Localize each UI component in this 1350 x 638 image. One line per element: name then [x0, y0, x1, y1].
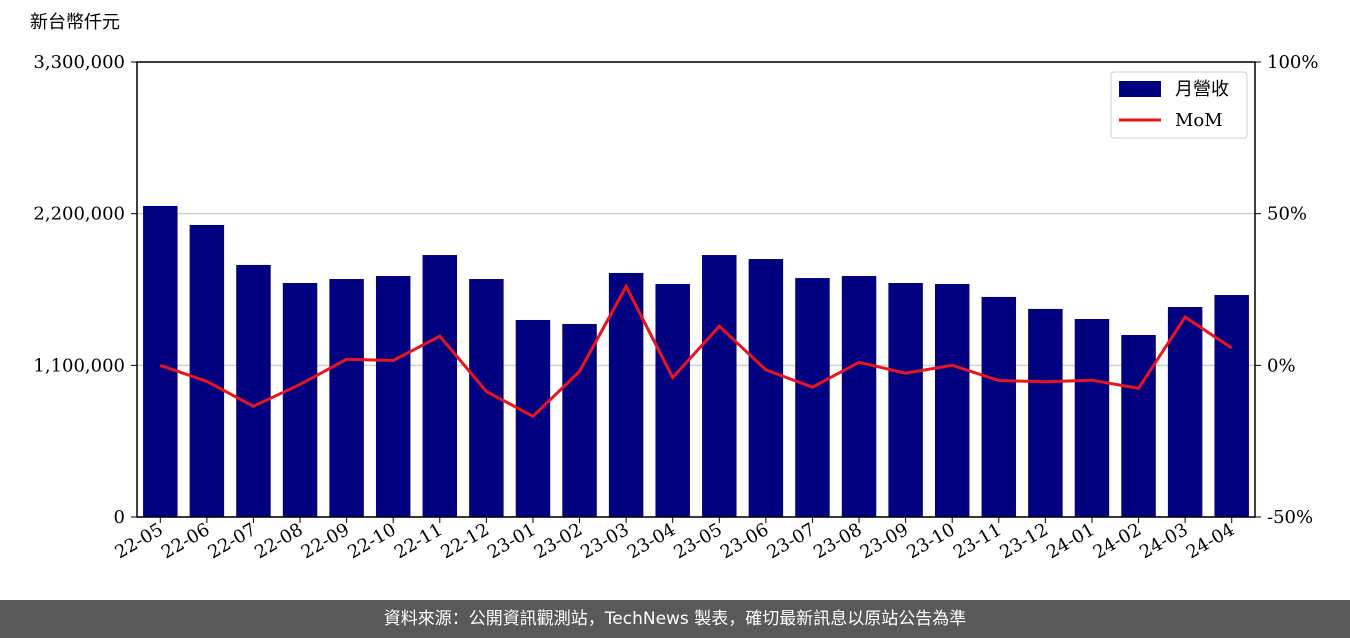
- bar: [841, 275, 877, 517]
- x-tick-label: 23-11: [950, 519, 1005, 563]
- y-tick-label: 0: [114, 507, 125, 528]
- line: [159, 283, 1233, 419]
- bar: [422, 255, 458, 517]
- x-tick-label: 23-01: [484, 519, 539, 563]
- bar: [1121, 335, 1156, 517]
- bar: [189, 224, 225, 518]
- x-tick-label: 23-08: [810, 519, 865, 563]
- bar: [143, 205, 178, 518]
- bar: [282, 283, 318, 517]
- bar: [888, 283, 923, 517]
- bar: [795, 278, 830, 517]
- bar: [562, 323, 597, 517]
- x-tick-label: 23-07: [764, 519, 819, 563]
- y2-tick-label: 100%: [1267, 52, 1318, 73]
- bar: [608, 272, 644, 517]
- bar: [1074, 319, 1110, 517]
- legend-swatch: [1119, 81, 1161, 97]
- x-tick-label: 24-02: [1090, 519, 1145, 563]
- y2-tick-label: -50%: [1267, 507, 1313, 528]
- legend-label: 月營收: [1175, 79, 1229, 100]
- plot-frame: [136, 61, 1256, 518]
- bar: [1214, 295, 1249, 517]
- bar: [981, 296, 1017, 517]
- x-tick-label: 23-10: [903, 519, 958, 563]
- chart: 新台幣仟元 0 1,100,000 2,200,000 3,300,000 -50% 0%…: [30, 12, 1318, 563]
- x-tick-label: 22-06: [158, 519, 213, 563]
- bar: [748, 259, 784, 517]
- x-tick-label: 23-02: [531, 519, 586, 563]
- x-tick-label: 22-08: [251, 519, 306, 563]
- y-tick-label: 3,300,000: [33, 52, 125, 73]
- y-tick-label: 2,200,000: [33, 204, 125, 225]
- x-tick-label: 24-01: [1043, 519, 1098, 563]
- bar: [515, 319, 551, 517]
- x-tick-label: 22-07: [205, 519, 260, 563]
- x-tick-label: 22-12: [437, 519, 492, 563]
- bar: [329, 279, 364, 517]
- bar: [1167, 307, 1203, 517]
- y2-tick-label: 0%: [1267, 355, 1296, 376]
- x-tick-label: 22-10: [344, 519, 399, 563]
- x-tick-label: 22-09: [298, 519, 353, 563]
- bar: [1028, 308, 1063, 517]
- bar: [934, 283, 970, 517]
- x-tick-label: 24-04: [1183, 519, 1238, 563]
- x-tick-label: 24-03: [1136, 519, 1191, 563]
- x-tick-label: 23-03: [577, 519, 632, 563]
- bar: [375, 275, 411, 517]
- x-tick-label: 22-11: [391, 519, 446, 563]
- x-tick-label: 23-06: [717, 519, 772, 563]
- y-tick-label: 1,100,000: [33, 355, 125, 376]
- x-tick-label: 23-12: [996, 519, 1051, 563]
- x-tick-label: 23-04: [624, 519, 679, 563]
- legend-label: MoM: [1175, 110, 1223, 131]
- x-tick-label: 23-09: [857, 519, 912, 563]
- footer: 資料來源：公開資訊觀測站，TechNews 製表，確切最新訊息以原站公告為準: [0, 600, 1350, 638]
- y-axis-label: 新台幣仟元: [30, 12, 120, 33]
- bar: [655, 283, 690, 517]
- x-tick-label: 23-05: [670, 519, 725, 563]
- bar: [236, 264, 271, 517]
- bar: [702, 255, 737, 517]
- y2-tick-label: 50%: [1267, 204, 1307, 225]
